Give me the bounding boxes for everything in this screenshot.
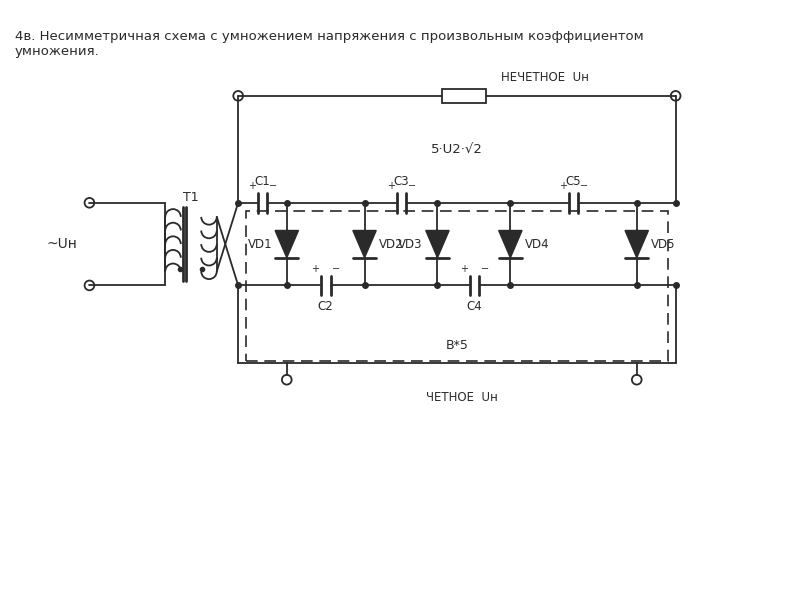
Text: 5·U2·√2: 5·U2·√2 — [431, 143, 483, 156]
Text: умножения.: умножения. — [14, 46, 99, 58]
Text: VD5: VD5 — [651, 238, 676, 251]
Text: −: − — [333, 264, 341, 274]
Text: −: − — [270, 181, 278, 191]
Text: −: − — [408, 181, 417, 191]
Text: −: − — [482, 264, 490, 274]
Text: T1: T1 — [182, 191, 198, 204]
Text: VD3: VD3 — [398, 238, 423, 251]
Polygon shape — [498, 230, 522, 258]
Text: C3: C3 — [394, 175, 410, 188]
Bar — [246, 211, 668, 361]
Polygon shape — [426, 230, 449, 258]
Text: +: + — [386, 181, 394, 191]
Text: +: + — [459, 264, 467, 274]
Text: +: + — [558, 181, 566, 191]
Text: +: + — [248, 181, 256, 191]
Text: VD1: VD1 — [247, 238, 272, 251]
Text: VD2: VD2 — [379, 238, 404, 251]
Polygon shape — [275, 230, 298, 258]
Text: +: + — [311, 264, 319, 274]
Text: НЕЧЕТНОЕ  Uн: НЕЧЕТНОЕ Uн — [501, 71, 589, 84]
Polygon shape — [625, 230, 649, 258]
Text: 4в. Несимметричная схема с умножением напряжения с произвольным коэффициентом: 4в. Несимметричная схема с умножением на… — [14, 30, 643, 43]
Polygon shape — [353, 230, 376, 258]
Text: C1: C1 — [254, 175, 270, 188]
Text: C5: C5 — [566, 175, 582, 188]
Text: ~Uн: ~Uн — [46, 237, 78, 251]
Bar — [442, 89, 486, 103]
Text: VD4: VD4 — [525, 238, 550, 251]
Text: Rн: Rн — [456, 89, 473, 103]
Text: C4: C4 — [466, 301, 482, 313]
Text: C2: C2 — [318, 301, 334, 313]
Text: В*5: В*5 — [446, 339, 468, 352]
Text: −: − — [580, 181, 589, 191]
Text: ЧЕТНОЕ  Uн: ЧЕТНОЕ Uн — [426, 391, 498, 404]
